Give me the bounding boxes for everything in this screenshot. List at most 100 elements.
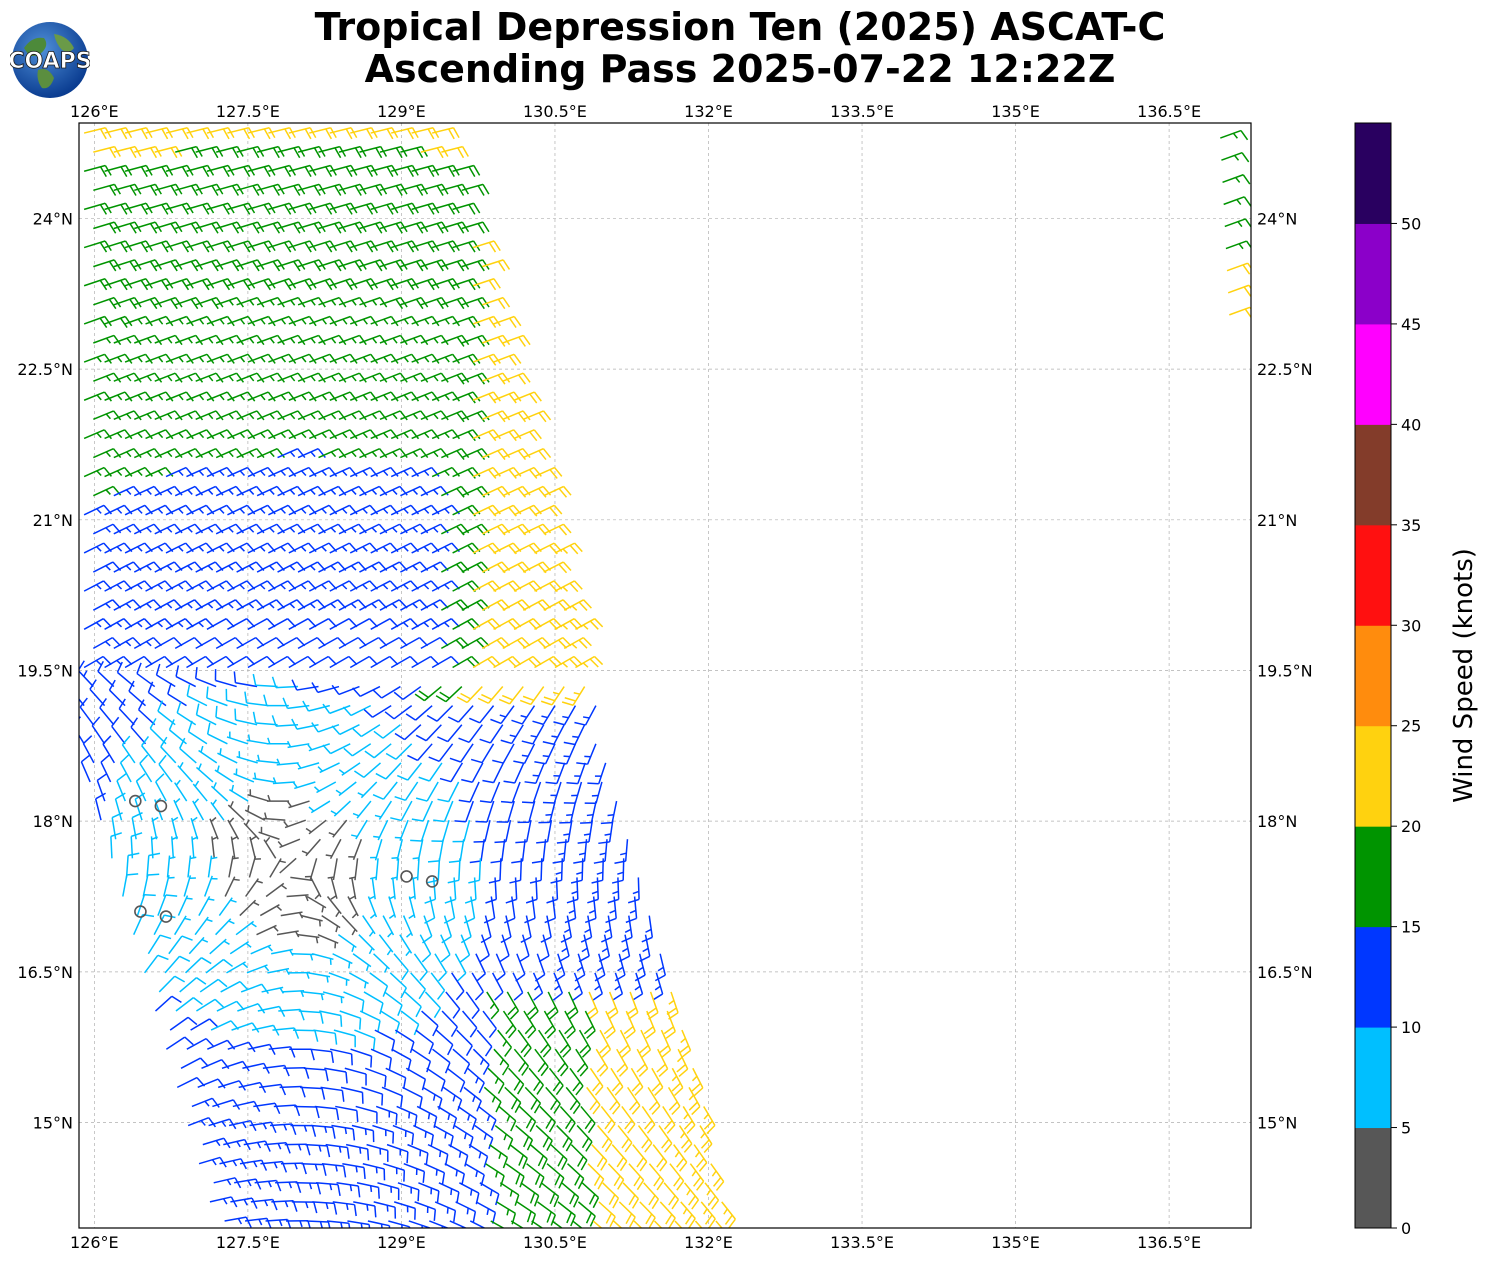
wind-barb (145, 429, 167, 440)
wind-barb-flag (145, 278, 153, 289)
wind-barb-flag (584, 928, 591, 934)
wind-barb (619, 1029, 632, 1051)
wind-barb-flag (558, 1177, 565, 1189)
wind-barb-flag (449, 757, 461, 763)
wind-barb (269, 1123, 293, 1127)
wind-barb-flag (99, 317, 108, 328)
wind-barb-flag (117, 356, 123, 363)
wind-barb (452, 278, 474, 287)
wind-barb (495, 953, 506, 975)
wind-barb (639, 1201, 656, 1219)
wind-barb-flag (440, 448, 449, 459)
wind-barb (236, 372, 258, 382)
wind-barb (411, 580, 432, 592)
wind-barb-flag (540, 700, 553, 706)
wind-barb-flag (239, 546, 245, 552)
wind-barb-flag (638, 1068, 649, 1077)
wind-barb (394, 1029, 415, 1043)
wind-barb-flag (231, 223, 240, 234)
wind-barb-flag (686, 1189, 691, 1196)
wind-barb-flag (384, 1075, 387, 1088)
wind-barb (165, 315, 187, 325)
wind-barb (577, 762, 586, 784)
wind-barb-flag (403, 432, 409, 439)
wind-barb (396, 858, 400, 881)
wind-barb-flag (345, 1203, 349, 1211)
wind-barb (486, 800, 495, 823)
wind-barb (333, 1029, 356, 1037)
wind-barb-flag (352, 812, 360, 817)
wind-barb (102, 743, 116, 764)
wind-barb-flag (452, 316, 460, 327)
wind-barb (124, 202, 147, 211)
wind-barb (468, 724, 483, 743)
wind-barb-flag (129, 261, 137, 272)
wind-barb-flag (683, 1120, 693, 1130)
wind-barb-flag (321, 584, 327, 590)
wind-barb-flag (473, 165, 481, 176)
wind-barb (474, 1124, 494, 1139)
wind-barb (569, 800, 577, 823)
wind-barb (494, 1124, 514, 1140)
wind-barb-flag (280, 356, 287, 363)
wind-barb-flag (226, 429, 235, 440)
wind-barb-flag (494, 991, 504, 1001)
wind-barb (268, 353, 290, 363)
wind-barb-flag (472, 278, 481, 289)
wind-barb-flag (218, 546, 225, 552)
wind-barb-flag (168, 876, 175, 879)
wind-barb-flag (433, 413, 439, 420)
wind-barb (134, 259, 156, 268)
wind-barb-flag (614, 974, 626, 982)
wind-barb (1225, 240, 1247, 250)
wind-barb-flag (524, 781, 536, 784)
wind-barb (165, 127, 188, 134)
wind-barb (263, 839, 277, 859)
wind-barb (124, 466, 146, 478)
wind-barb (599, 1029, 612, 1050)
wind-barb (215, 334, 238, 344)
wind-barb-flag (264, 1140, 271, 1152)
wind-barb-flag (573, 1196, 580, 1208)
wind-barb-flag (216, 765, 220, 772)
wind-barb-flag (211, 836, 219, 841)
wind-barb (381, 1086, 403, 1097)
wind-barb (308, 655, 329, 669)
wind-barb-flag (436, 298, 444, 310)
wind-barb-flag (542, 448, 552, 459)
wind-barb (236, 334, 258, 344)
wind-barb (562, 934, 570, 957)
wind-barb-flag (488, 469, 497, 479)
wind-barb-flag (124, 278, 133, 289)
wind-barb-flag (528, 658, 538, 668)
wind-barb-flag (711, 1199, 720, 1210)
wind-barb (534, 655, 554, 669)
wind-barb-flag (472, 1211, 477, 1223)
wind-barb-flag (95, 622, 102, 628)
wind-barb-flag (125, 565, 132, 571)
wind-barb (472, 353, 494, 363)
wind-barb (145, 240, 167, 249)
wind-barb-flag (343, 1165, 347, 1178)
wind-barb (420, 410, 442, 421)
wind-barb-flag (243, 204, 251, 215)
wind-barb (370, 655, 391, 669)
wind-barb (703, 1106, 716, 1126)
wind-barb-flag (583, 1025, 594, 1035)
wind-barb-flag (300, 584, 307, 590)
wind-barb (666, 1010, 676, 1032)
wind-barb (236, 145, 259, 153)
wind-barb (318, 259, 340, 268)
wind-barb-flag (267, 316, 276, 327)
wind-barb (502, 485, 524, 497)
wind-barb (494, 877, 498, 900)
wind-barb-flag (325, 128, 333, 140)
wind-barb (343, 991, 365, 1002)
wind-barb-flag (631, 1082, 641, 1092)
wind-barb (605, 1010, 616, 1032)
wind-barb (134, 334, 156, 344)
wind-barb-flag (167, 682, 172, 695)
wind-barb-flag (245, 655, 256, 666)
wind-barb-flag (580, 821, 592, 824)
wind-barb-flag (178, 546, 184, 552)
